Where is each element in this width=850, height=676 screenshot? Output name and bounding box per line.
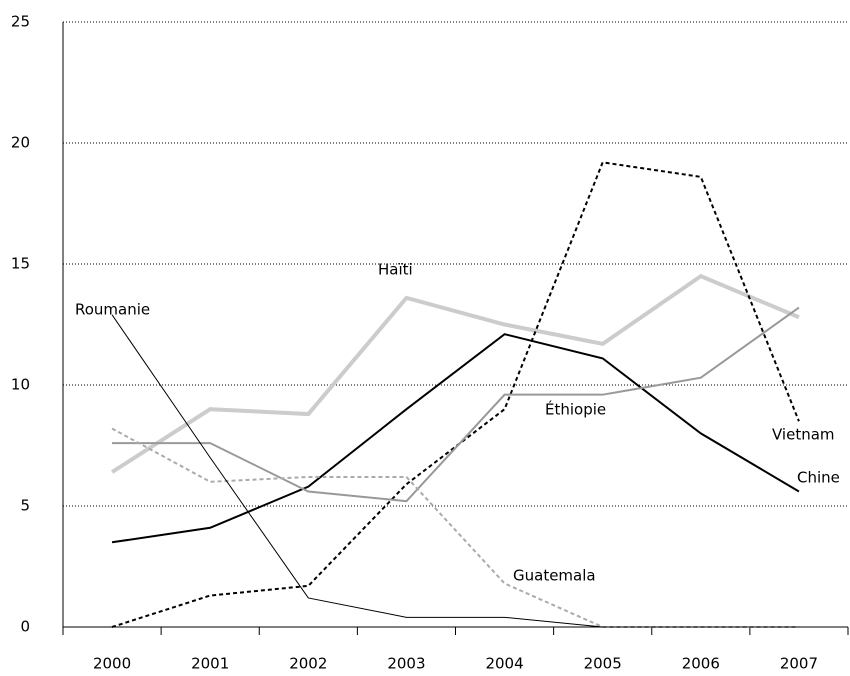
x-tick-label: 2000 <box>93 655 131 673</box>
series-label: Haïti <box>378 261 413 279</box>
series-line <box>111 161 800 628</box>
series-line <box>111 427 799 628</box>
series-label: Chine <box>797 469 840 487</box>
y-tick-label: 5 <box>20 497 30 515</box>
series-label: Guatemala <box>513 567 596 585</box>
series-label: Éthiopie <box>545 400 606 419</box>
series-label: Roumanie <box>75 301 150 319</box>
series-line <box>110 273 800 474</box>
x-tick-label: 2004 <box>485 655 523 673</box>
y-tick-label: 10 <box>11 376 30 394</box>
x-tick-label: 2005 <box>584 655 622 673</box>
y-tick-label: 20 <box>11 134 30 152</box>
y-tick-label: 25 <box>11 13 30 31</box>
series-line <box>112 306 800 503</box>
y-tick-label: 15 <box>11 255 30 273</box>
x-tick-label: 2006 <box>682 655 720 673</box>
x-tick-label: 2007 <box>780 655 818 673</box>
x-tick-label: 2003 <box>387 655 425 673</box>
x-tick-label: 2002 <box>289 655 327 673</box>
x-tick-label: 2001 <box>191 655 229 673</box>
y-tick-label: 0 <box>20 618 30 636</box>
series-line <box>111 333 800 544</box>
series-label: Vietnam <box>772 426 835 444</box>
series-line <box>111 314 799 628</box>
